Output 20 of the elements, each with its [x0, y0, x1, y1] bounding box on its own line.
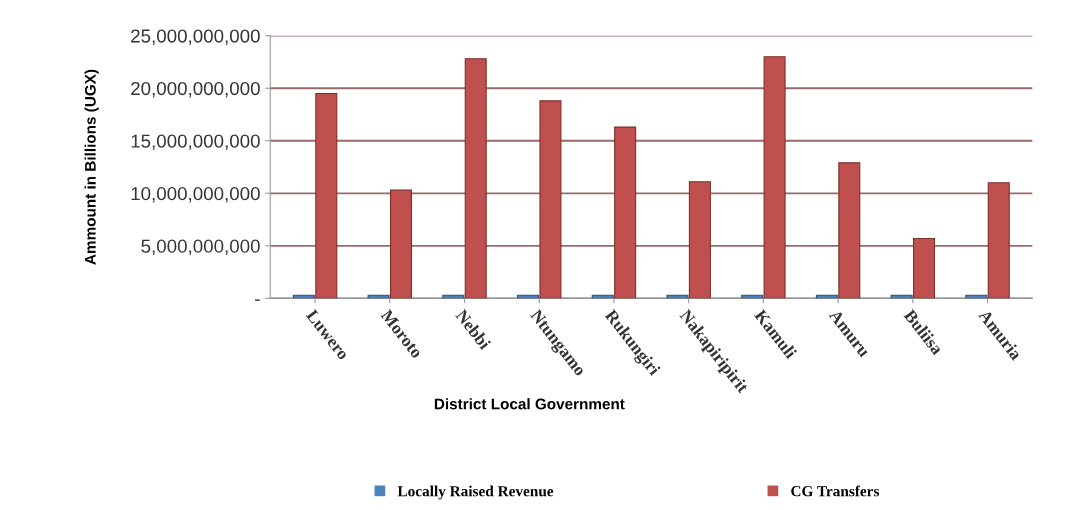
- y-tick-label: 10,000,000,000: [131, 186, 260, 203]
- bar: [315, 92, 338, 299]
- bar: [987, 182, 1010, 299]
- bar: [539, 100, 562, 299]
- bar: [464, 58, 487, 299]
- y-tick-label: 25,000,000,000: [131, 29, 260, 45]
- y-tick-label: 5,000,000,000: [141, 239, 260, 256]
- y-tick-label: 20,000,000,000: [131, 81, 260, 98]
- bar: [838, 162, 861, 299]
- legend-label: Locally Raised Revenue: [397, 485, 554, 500]
- x-axis-title: District Local Government: [434, 398, 625, 410]
- bar: [389, 189, 413, 299]
- y-tick-label: -: [255, 299, 260, 301]
- legend-label: CG Transfers: [791, 485, 880, 497]
- bar: [688, 181, 711, 299]
- y-axis-title: Ammount in Billions (UGX): [84, 69, 99, 265]
- bar: [913, 237, 936, 299]
- bar: [763, 56, 786, 299]
- y-tick-label: 15,000,000,000: [131, 134, 260, 150]
- bar: [614, 126, 637, 299]
